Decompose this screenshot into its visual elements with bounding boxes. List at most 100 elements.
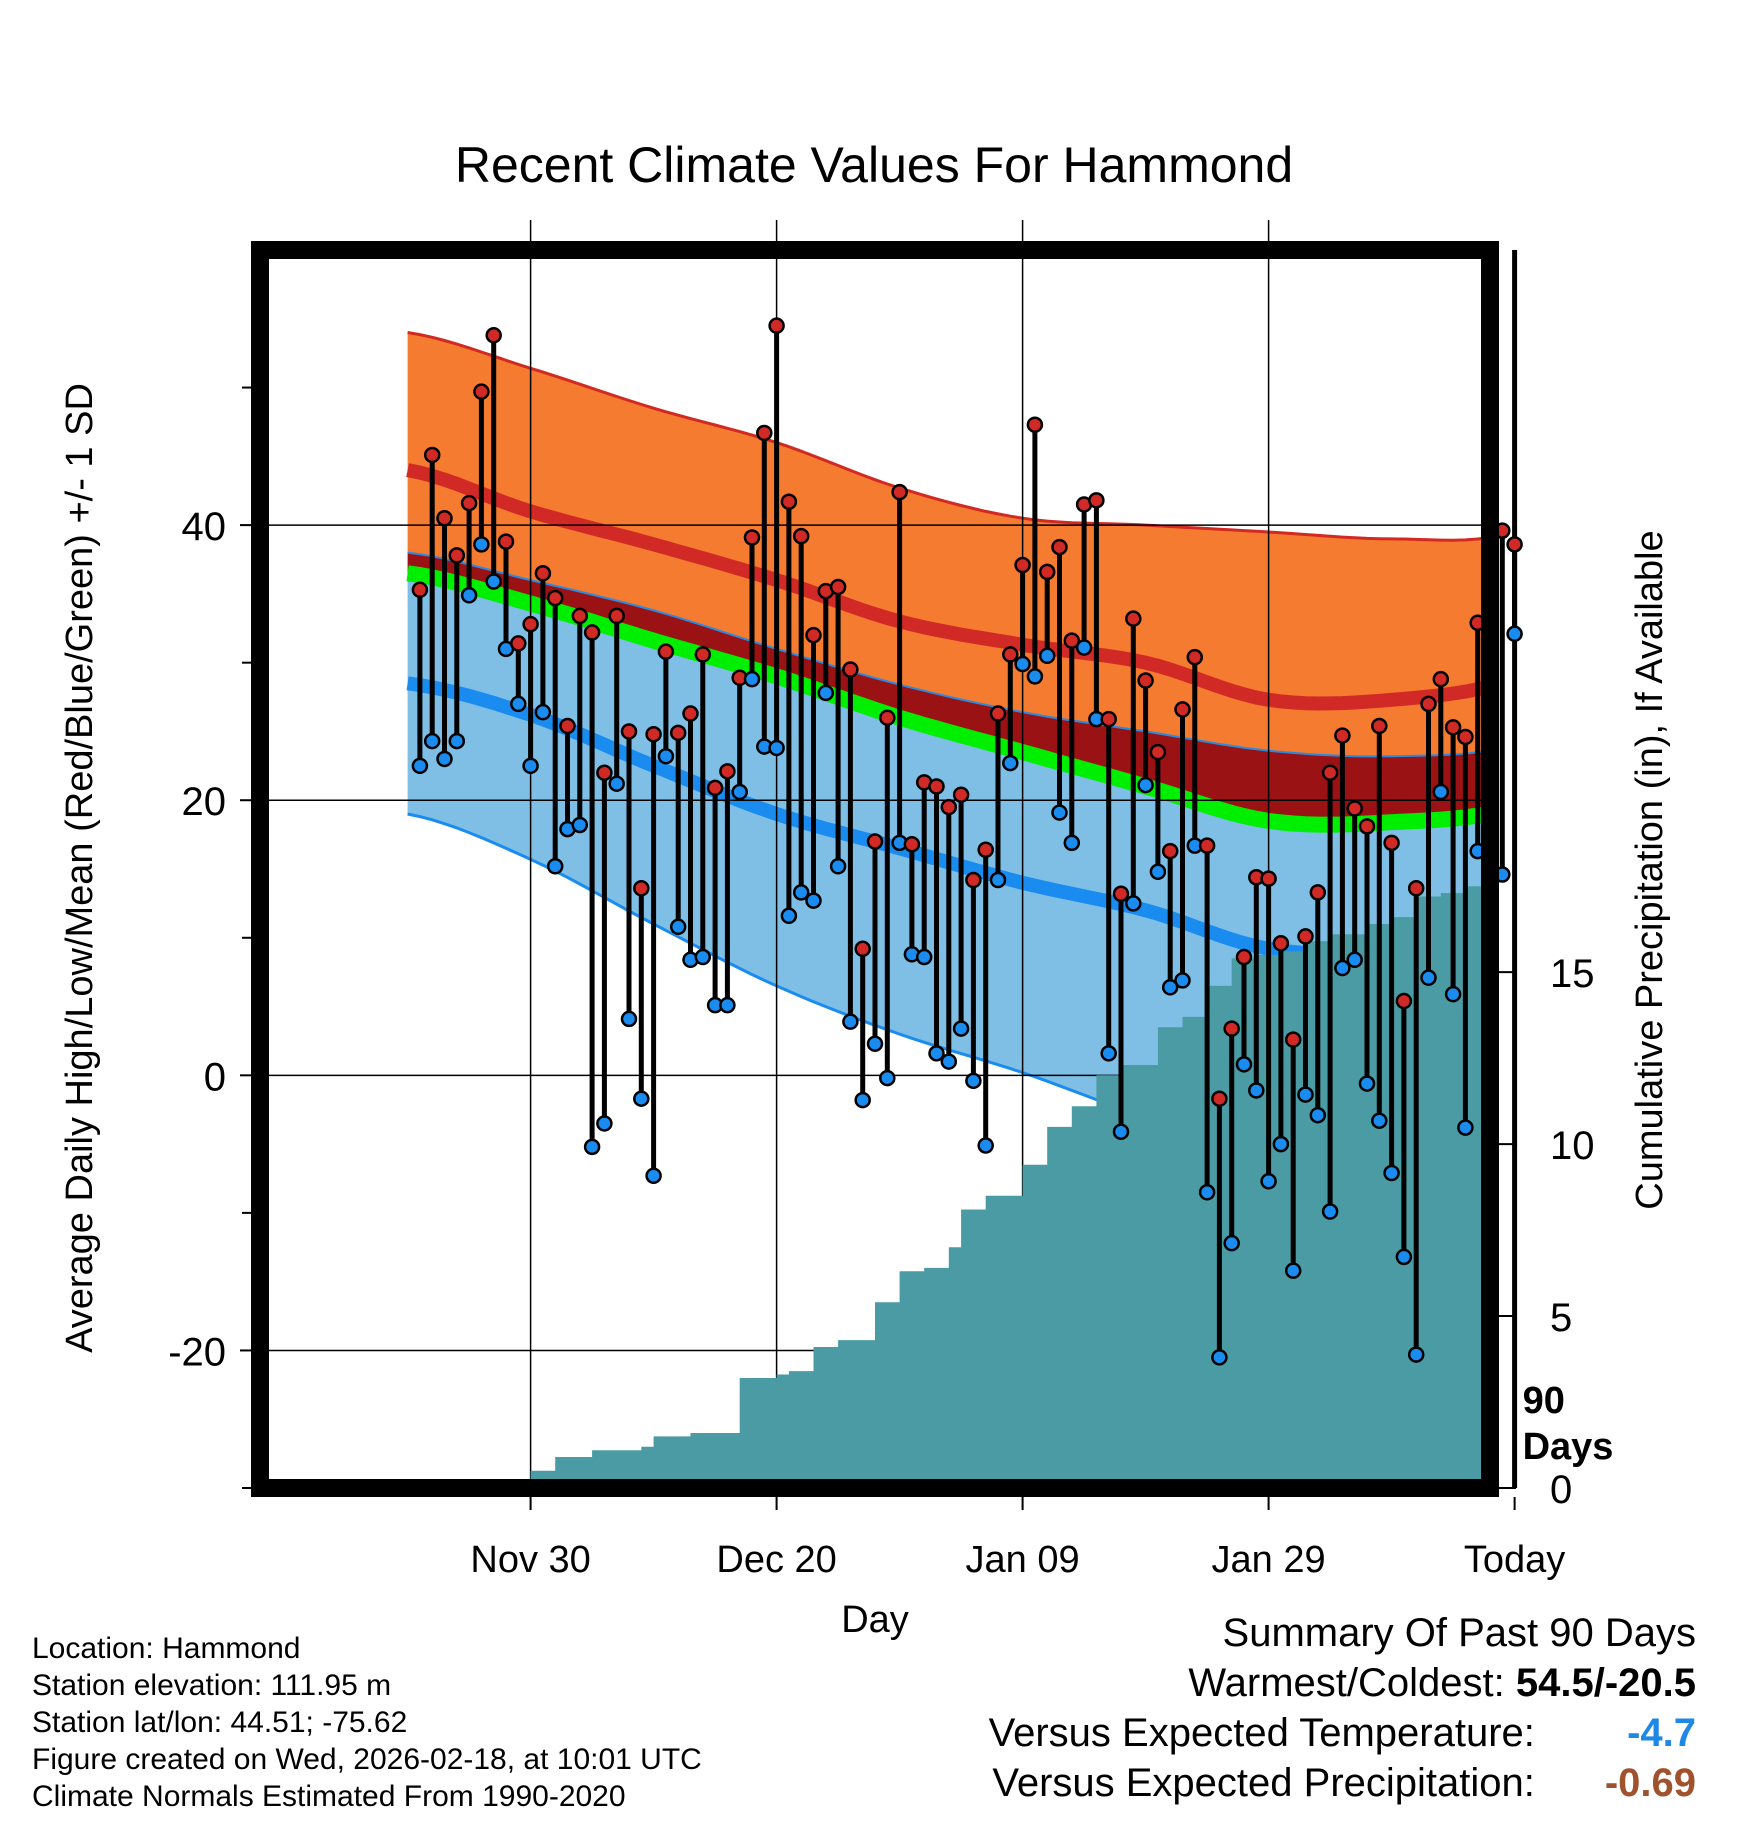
created-line: Figure created on Wed, 2026-02-18, at 10… (32, 1743, 702, 1776)
high-point (1211, 1090, 1228, 1107)
high-point (940, 798, 958, 816)
low-point (1161, 979, 1179, 996)
high-point (1321, 764, 1339, 781)
high-point (1420, 695, 1437, 713)
high-point (719, 763, 736, 780)
high-point (436, 509, 453, 527)
high-point (571, 607, 589, 625)
low-point (522, 757, 539, 775)
high-point (596, 764, 613, 781)
high-point (1137, 672, 1154, 689)
high-point (559, 717, 576, 735)
high-point (1161, 842, 1179, 860)
high-point (866, 833, 884, 850)
low-point (952, 1020, 970, 1037)
low-point (1407, 1346, 1425, 1363)
low-point (583, 1138, 601, 1156)
low-point (571, 816, 589, 834)
low-point (596, 1115, 613, 1132)
low-point (1002, 754, 1019, 772)
high-point (1346, 800, 1363, 817)
high-point (510, 635, 527, 652)
high-point (1186, 648, 1204, 666)
low-point (1444, 985, 1462, 1003)
y-tick-label: 20 (182, 780, 227, 824)
high-point (1272, 935, 1290, 952)
low-point (1346, 951, 1363, 969)
low-point (1014, 655, 1031, 673)
high-point (608, 607, 625, 625)
high-point (1309, 884, 1327, 901)
low-point (1063, 834, 1081, 852)
low-point (1174, 972, 1191, 989)
temp-label: Versus Expected Temperature: (988, 1711, 1535, 1755)
low-point (1432, 783, 1450, 801)
high-point (1432, 670, 1450, 688)
low-point (1235, 1056, 1253, 1073)
low-point (1198, 1184, 1216, 1201)
high-point (952, 786, 970, 803)
x-tick-label: Today (1464, 1539, 1565, 1581)
high-point (1002, 646, 1019, 663)
low-point (1309, 1106, 1327, 1124)
axes: -20 0 20 40 Nov 30 Dec 20 Jan 09 Jan 29 Today 0 5 1… (59, 383, 1671, 1641)
low-point (608, 775, 625, 792)
y2-tick-label: 5 (1550, 1296, 1572, 1340)
low-point (1321, 1203, 1339, 1220)
today-marker-label: Days (1523, 1426, 1614, 1468)
high-point (620, 723, 638, 740)
high-point (1284, 1031, 1302, 1048)
plot-border (251, 241, 1499, 1497)
high-point (411, 581, 429, 599)
low-point (1112, 1123, 1130, 1140)
low-point (485, 573, 502, 590)
high-point (645, 725, 662, 743)
high-point (1038, 563, 1056, 581)
low-point (1026, 668, 1044, 685)
high-point (743, 529, 761, 546)
low-point (694, 948, 712, 966)
high-point (1100, 710, 1117, 728)
high-point (756, 424, 773, 442)
high-point (1014, 556, 1031, 574)
high-point (534, 565, 552, 582)
low-point (1075, 639, 1093, 656)
precip-label: Versus Expected Precipitation: (992, 1761, 1535, 1805)
high-point (423, 446, 441, 464)
high-point (633, 880, 650, 897)
location-line: Location: Hammond (32, 1632, 301, 1665)
x-axis-label: Day (841, 1599, 909, 1641)
low-point (805, 892, 822, 909)
low-point (1334, 959, 1351, 977)
high-point (792, 527, 810, 545)
high-point (928, 778, 945, 795)
high-point (448, 547, 466, 564)
high-point (1395, 992, 1413, 1010)
high-point (1407, 880, 1425, 897)
low-point (1272, 1135, 1290, 1153)
y-tick-label: -20 (168, 1330, 226, 1374)
elevation-line: Station elevation: 111.95 m (32, 1669, 392, 1702)
high-point (1125, 610, 1142, 627)
high-point (485, 327, 502, 344)
low-point (854, 1091, 871, 1109)
low-point (879, 1069, 896, 1087)
low-point (620, 1010, 638, 1028)
low-point (817, 684, 835, 702)
summary-temp-row: Versus Expected Temperature: -4.7 (989, 1708, 1696, 1758)
high-point (1358, 818, 1376, 835)
low-point (965, 1072, 982, 1090)
high-point (903, 835, 921, 853)
low-point (534, 703, 552, 721)
high-point (977, 841, 994, 858)
upper-low-band (407, 552, 1490, 825)
low-point (423, 732, 441, 750)
high-point (1371, 717, 1388, 735)
high-point (1063, 632, 1081, 649)
warmest-label: Warmest/Coldest: (1188, 1661, 1505, 1705)
y-axis-label: Average Daily High/Low/Mean (Red/Blue/Gr… (59, 383, 101, 1353)
low-point (829, 857, 847, 875)
y2-tick-label: 15 (1550, 952, 1595, 996)
high-point (854, 940, 871, 958)
